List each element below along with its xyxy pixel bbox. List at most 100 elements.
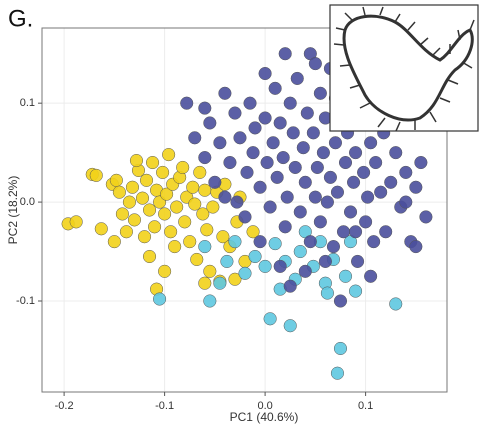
point bbox=[336, 225, 351, 239]
point bbox=[364, 269, 378, 283]
y-tick-label: -0.1 bbox=[16, 295, 35, 307]
point bbox=[89, 168, 103, 182]
x-tick-label: 0.0 bbox=[257, 400, 272, 412]
point bbox=[330, 185, 345, 199]
point bbox=[164, 225, 178, 239]
point bbox=[318, 254, 332, 268]
point bbox=[109, 173, 123, 187]
point bbox=[206, 200, 220, 214]
point bbox=[361, 190, 375, 204]
point bbox=[258, 66, 272, 81]
point bbox=[137, 230, 152, 244]
point bbox=[260, 155, 274, 170]
point bbox=[283, 319, 297, 333]
point bbox=[213, 276, 227, 290]
point bbox=[330, 366, 345, 380]
point bbox=[367, 235, 381, 249]
point bbox=[188, 197, 202, 211]
point bbox=[348, 146, 363, 160]
point bbox=[333, 341, 348, 356]
x-tick-label: -0.2 bbox=[55, 400, 74, 412]
x-tick-label: 0.1 bbox=[358, 400, 373, 412]
point bbox=[288, 160, 302, 175]
point bbox=[156, 165, 170, 179]
point bbox=[409, 240, 423, 254]
point bbox=[228, 272, 242, 286]
point bbox=[306, 126, 320, 140]
point bbox=[190, 252, 204, 267]
point bbox=[280, 190, 294, 204]
point bbox=[148, 220, 162, 234]
point bbox=[303, 235, 317, 249]
point bbox=[248, 121, 262, 135]
point bbox=[253, 235, 267, 249]
point bbox=[168, 240, 182, 254]
point bbox=[298, 175, 312, 189]
point bbox=[246, 146, 260, 160]
point bbox=[293, 205, 307, 219]
point bbox=[320, 286, 334, 300]
point bbox=[142, 249, 157, 264]
point bbox=[107, 235, 121, 249]
point bbox=[238, 210, 252, 224]
point bbox=[293, 244, 307, 259]
point bbox=[153, 292, 167, 306]
point bbox=[357, 165, 371, 179]
point bbox=[258, 111, 272, 125]
point bbox=[286, 126, 300, 140]
panel-label: G. bbox=[8, 5, 33, 32]
point bbox=[414, 155, 428, 170]
point bbox=[399, 165, 413, 179]
point bbox=[268, 237, 282, 251]
point bbox=[313, 215, 327, 229]
point bbox=[283, 279, 297, 293]
y-tick-label: 0.1 bbox=[20, 97, 35, 109]
point bbox=[243, 96, 257, 110]
point bbox=[328, 136, 342, 150]
point bbox=[203, 264, 217, 278]
point bbox=[266, 136, 280, 150]
points bbox=[61, 47, 433, 380]
point bbox=[119, 225, 133, 239]
plot-frame bbox=[41, 27, 448, 393]
point bbox=[300, 106, 314, 120]
point bbox=[268, 81, 282, 95]
point bbox=[384, 175, 398, 189]
point bbox=[409, 180, 423, 194]
point bbox=[379, 225, 393, 239]
ticks: -0.2 -0.1 0.0 0.1 -0.1 0.0 0.1 bbox=[16, 97, 373, 412]
point bbox=[333, 294, 348, 308]
point bbox=[238, 266, 252, 280]
point bbox=[94, 222, 108, 236]
point bbox=[374, 185, 388, 199]
x-tick-label: -0.1 bbox=[155, 400, 174, 412]
point bbox=[278, 47, 292, 61]
point bbox=[218, 190, 232, 204]
point bbox=[198, 183, 212, 197]
point bbox=[298, 264, 312, 278]
point bbox=[389, 297, 403, 311]
point bbox=[196, 207, 210, 221]
point bbox=[308, 57, 322, 71]
x-axis-label: PC1 (40.6%) bbox=[230, 410, 299, 424]
point bbox=[326, 240, 340, 254]
point bbox=[188, 131, 202, 145]
point bbox=[176, 160, 190, 175]
point bbox=[203, 294, 217, 308]
point bbox=[230, 195, 244, 209]
point bbox=[127, 213, 142, 227]
y-tick-label: 0.0 bbox=[20, 196, 35, 208]
point bbox=[193, 165, 207, 179]
point bbox=[115, 207, 129, 221]
point bbox=[220, 254, 234, 268]
point bbox=[158, 207, 172, 221]
point bbox=[258, 259, 272, 273]
point bbox=[263, 200, 277, 214]
point bbox=[223, 155, 237, 170]
point bbox=[346, 175, 361, 189]
point bbox=[200, 223, 214, 237]
point bbox=[246, 225, 260, 239]
point bbox=[348, 225, 363, 239]
point bbox=[142, 203, 157, 217]
